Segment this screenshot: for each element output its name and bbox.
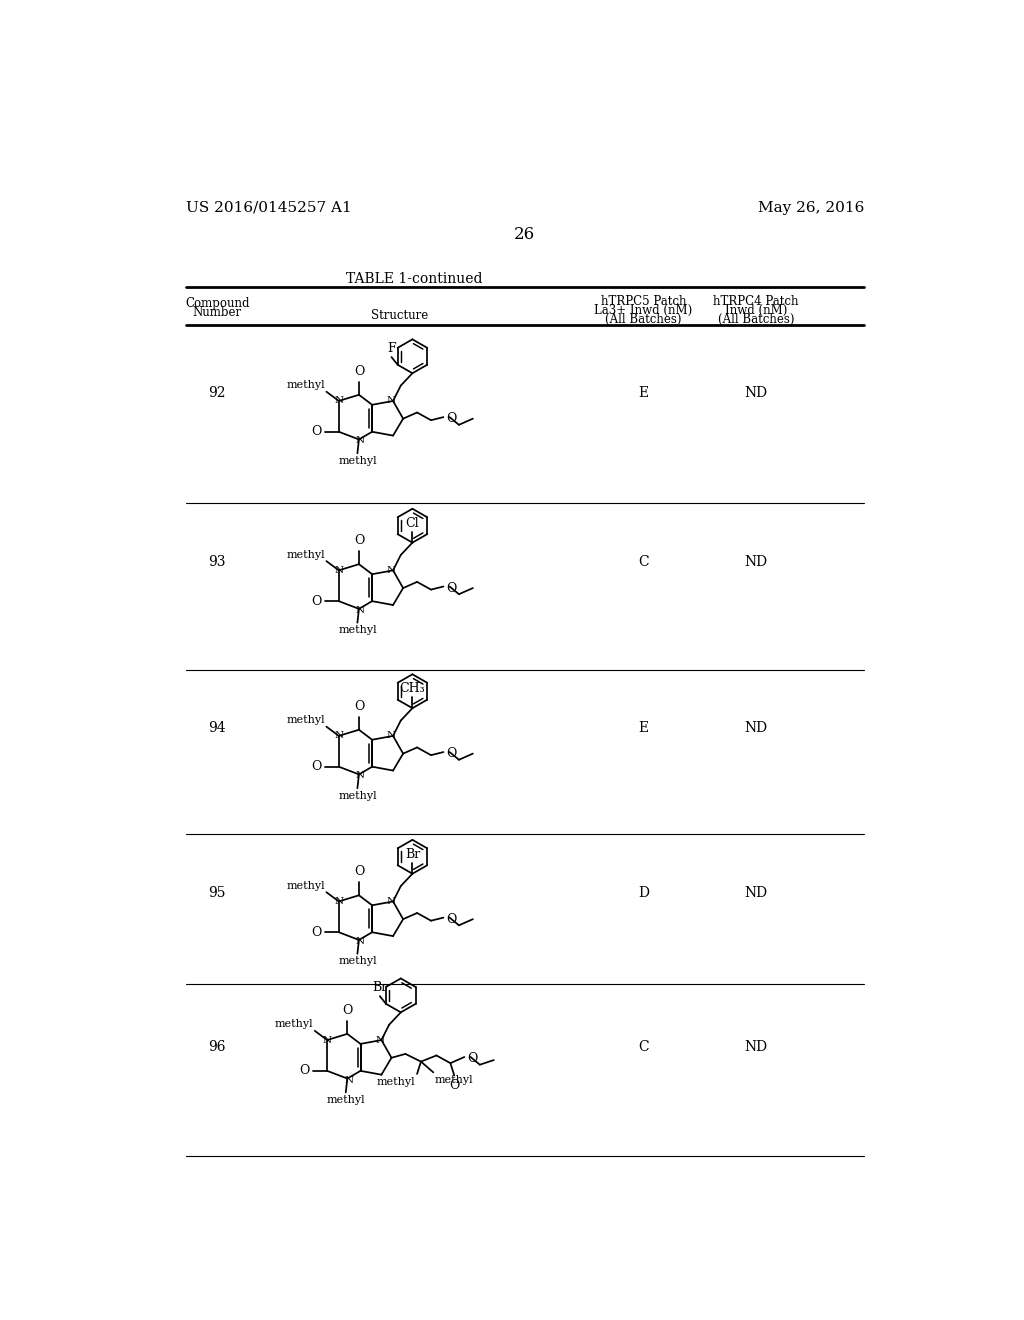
Text: O: O [353, 535, 365, 548]
Text: O: O [353, 866, 365, 878]
Text: Br: Br [372, 981, 387, 994]
Text: ND: ND [744, 721, 767, 734]
Text: methyl: methyl [287, 715, 325, 725]
Text: Br: Br [404, 847, 420, 861]
Text: O: O [446, 412, 457, 425]
Text: N: N [323, 1036, 332, 1044]
Text: methyl: methyl [287, 549, 325, 560]
Text: N: N [334, 898, 343, 906]
Text: methyl: methyl [287, 380, 325, 391]
Text: Inwd (nM): Inwd (nM) [725, 304, 786, 317]
Text: 26: 26 [514, 226, 536, 243]
Text: N: N [387, 566, 396, 574]
Text: 92: 92 [208, 385, 226, 400]
Text: 95: 95 [208, 886, 226, 900]
Text: N: N [356, 771, 366, 780]
Text: (All Batches): (All Batches) [718, 313, 794, 326]
Text: ND: ND [744, 385, 767, 400]
Text: C: C [638, 554, 648, 569]
Text: N: N [376, 1036, 384, 1044]
Text: O: O [446, 582, 457, 594]
Text: O: O [446, 912, 457, 925]
Text: 96: 96 [208, 1040, 226, 1055]
Text: C: C [638, 1040, 648, 1055]
Text: methyl: methyl [338, 455, 377, 466]
Text: O: O [353, 700, 365, 713]
Text: 94: 94 [208, 721, 226, 734]
Text: methyl: methyl [338, 791, 377, 800]
Text: N: N [387, 731, 396, 741]
Text: N: N [356, 937, 366, 946]
Text: methyl: methyl [327, 1094, 366, 1105]
Text: O: O [353, 364, 365, 378]
Text: ND: ND [744, 886, 767, 900]
Text: N: N [387, 898, 396, 906]
Text: methyl: methyl [338, 626, 377, 635]
Text: US 2016/0145257 A1: US 2016/0145257 A1 [186, 201, 352, 215]
Text: O: O [311, 425, 322, 438]
Text: N: N [334, 566, 343, 574]
Text: N: N [387, 396, 396, 405]
Text: 93: 93 [208, 554, 226, 569]
Text: methyl: methyl [435, 1076, 473, 1085]
Text: O: O [446, 747, 457, 760]
Text: ND: ND [744, 1040, 767, 1055]
Text: Number: Number [193, 306, 242, 319]
Text: CH₃: CH₃ [399, 682, 425, 696]
Text: D: D [638, 886, 649, 900]
Text: E: E [638, 385, 648, 400]
Text: N: N [344, 1076, 353, 1085]
Text: TABLE 1-continued: TABLE 1-continued [346, 272, 483, 286]
Text: methyl: methyl [287, 880, 325, 891]
Text: ND: ND [744, 554, 767, 569]
Text: O: O [300, 1064, 310, 1077]
Text: La3+ Inwd (nM): La3+ Inwd (nM) [594, 304, 692, 317]
Text: E: E [638, 721, 648, 734]
Text: O: O [467, 1052, 478, 1065]
Text: F: F [387, 342, 395, 355]
Text: methyl: methyl [274, 1019, 313, 1030]
Text: May 26, 2016: May 26, 2016 [758, 201, 864, 215]
Text: (All Batches): (All Batches) [605, 313, 682, 326]
Text: Compound: Compound [185, 297, 250, 310]
Text: N: N [334, 396, 343, 405]
Text: O: O [311, 760, 322, 774]
Text: methyl: methyl [338, 956, 377, 966]
Text: Structure: Structure [371, 309, 428, 322]
Text: methyl: methyl [377, 1077, 416, 1086]
Text: O: O [311, 594, 322, 607]
Text: N: N [356, 606, 366, 615]
Text: Cl: Cl [406, 516, 419, 529]
Text: N: N [334, 731, 343, 741]
Text: N: N [356, 437, 366, 445]
Text: hTRPC4 Patch: hTRPC4 Patch [713, 294, 799, 308]
Text: O: O [342, 1005, 352, 1016]
Text: hTRPC5 Patch: hTRPC5 Patch [601, 294, 686, 308]
Text: O: O [450, 1078, 460, 1092]
Text: O: O [311, 925, 322, 939]
